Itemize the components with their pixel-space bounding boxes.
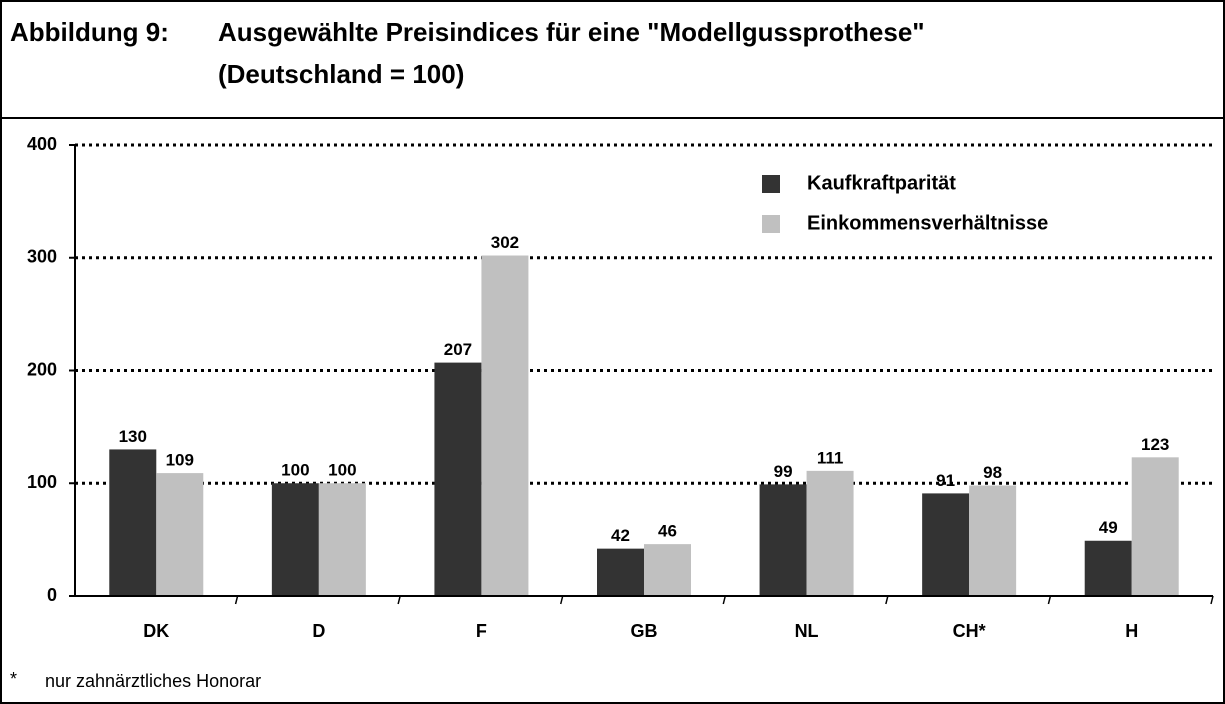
value-label: 207 <box>444 340 472 359</box>
value-label: 49 <box>1099 518 1118 537</box>
bar <box>318 483 366 596</box>
legend-swatch <box>762 215 780 233</box>
value-label: 46 <box>658 522 677 541</box>
value-label: 98 <box>983 463 1002 482</box>
value-label: 42 <box>611 526 630 545</box>
x-tick-label: DK <box>143 621 169 641</box>
chart-subtitle: (Deutschland = 100) <box>218 59 464 89</box>
value-label: 111 <box>817 448 844 467</box>
value-label: 100 <box>328 461 356 480</box>
bar <box>1084 540 1132 596</box>
bar <box>481 255 529 596</box>
legend-label: Einkommensverhältnisse <box>807 212 1048 234</box>
bar <box>644 544 691 596</box>
bar <box>434 362 482 596</box>
x-tick <box>397 595 401 605</box>
value-label: 100 <box>281 461 309 480</box>
figure-label: Abbildung 9: <box>10 17 169 47</box>
bar <box>922 493 970 596</box>
x-tick-label: H <box>1125 621 1138 641</box>
value-label: 302 <box>491 233 519 252</box>
value-label: 130 <box>119 427 147 446</box>
x-tick <box>885 595 889 605</box>
bar <box>109 449 157 596</box>
x-tick <box>1047 595 1052 605</box>
x-tick-label: CH* <box>953 621 986 641</box>
x-tick-label: NL <box>795 621 819 641</box>
x-tick-label: GB <box>631 621 658 641</box>
x-tick-label: D <box>312 621 325 641</box>
y-tick-label: 400 <box>27 134 57 154</box>
bar <box>271 483 319 596</box>
bar <box>806 470 854 596</box>
footnote-marker: * <box>10 669 17 689</box>
x-tick <box>1210 595 1214 605</box>
y-tick-label: 100 <box>27 472 57 492</box>
bar <box>969 485 1017 596</box>
x-tick <box>234 595 239 605</box>
bar <box>759 484 807 596</box>
value-label: 123 <box>1141 435 1169 454</box>
chart-title: Ausgewählte Preisindices für eine "Model… <box>218 17 925 47</box>
legend-label: Kaufkraftparität <box>807 172 956 194</box>
bar <box>597 548 644 596</box>
footnote: nur zahnärztliches Honorar <box>45 671 261 691</box>
value-label: 109 <box>166 451 194 470</box>
value-label: 99 <box>774 462 793 481</box>
value-label: 91 <box>936 471 955 490</box>
y-tick-label: 0 <box>47 585 57 605</box>
y-tick-label: 300 <box>27 247 57 267</box>
legend-swatch <box>762 175 780 193</box>
bar <box>156 473 204 596</box>
bar <box>1131 457 1179 596</box>
x-tick-label: F <box>476 621 487 641</box>
x-tick <box>559 595 564 605</box>
x-tick <box>722 595 727 605</box>
y-tick-label: 200 <box>27 359 57 379</box>
